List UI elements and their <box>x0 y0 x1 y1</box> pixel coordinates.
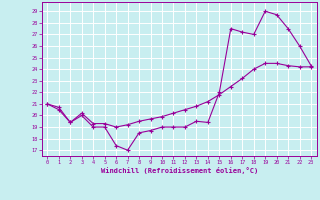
X-axis label: Windchill (Refroidissement éolien,°C): Windchill (Refroidissement éolien,°C) <box>100 167 258 174</box>
